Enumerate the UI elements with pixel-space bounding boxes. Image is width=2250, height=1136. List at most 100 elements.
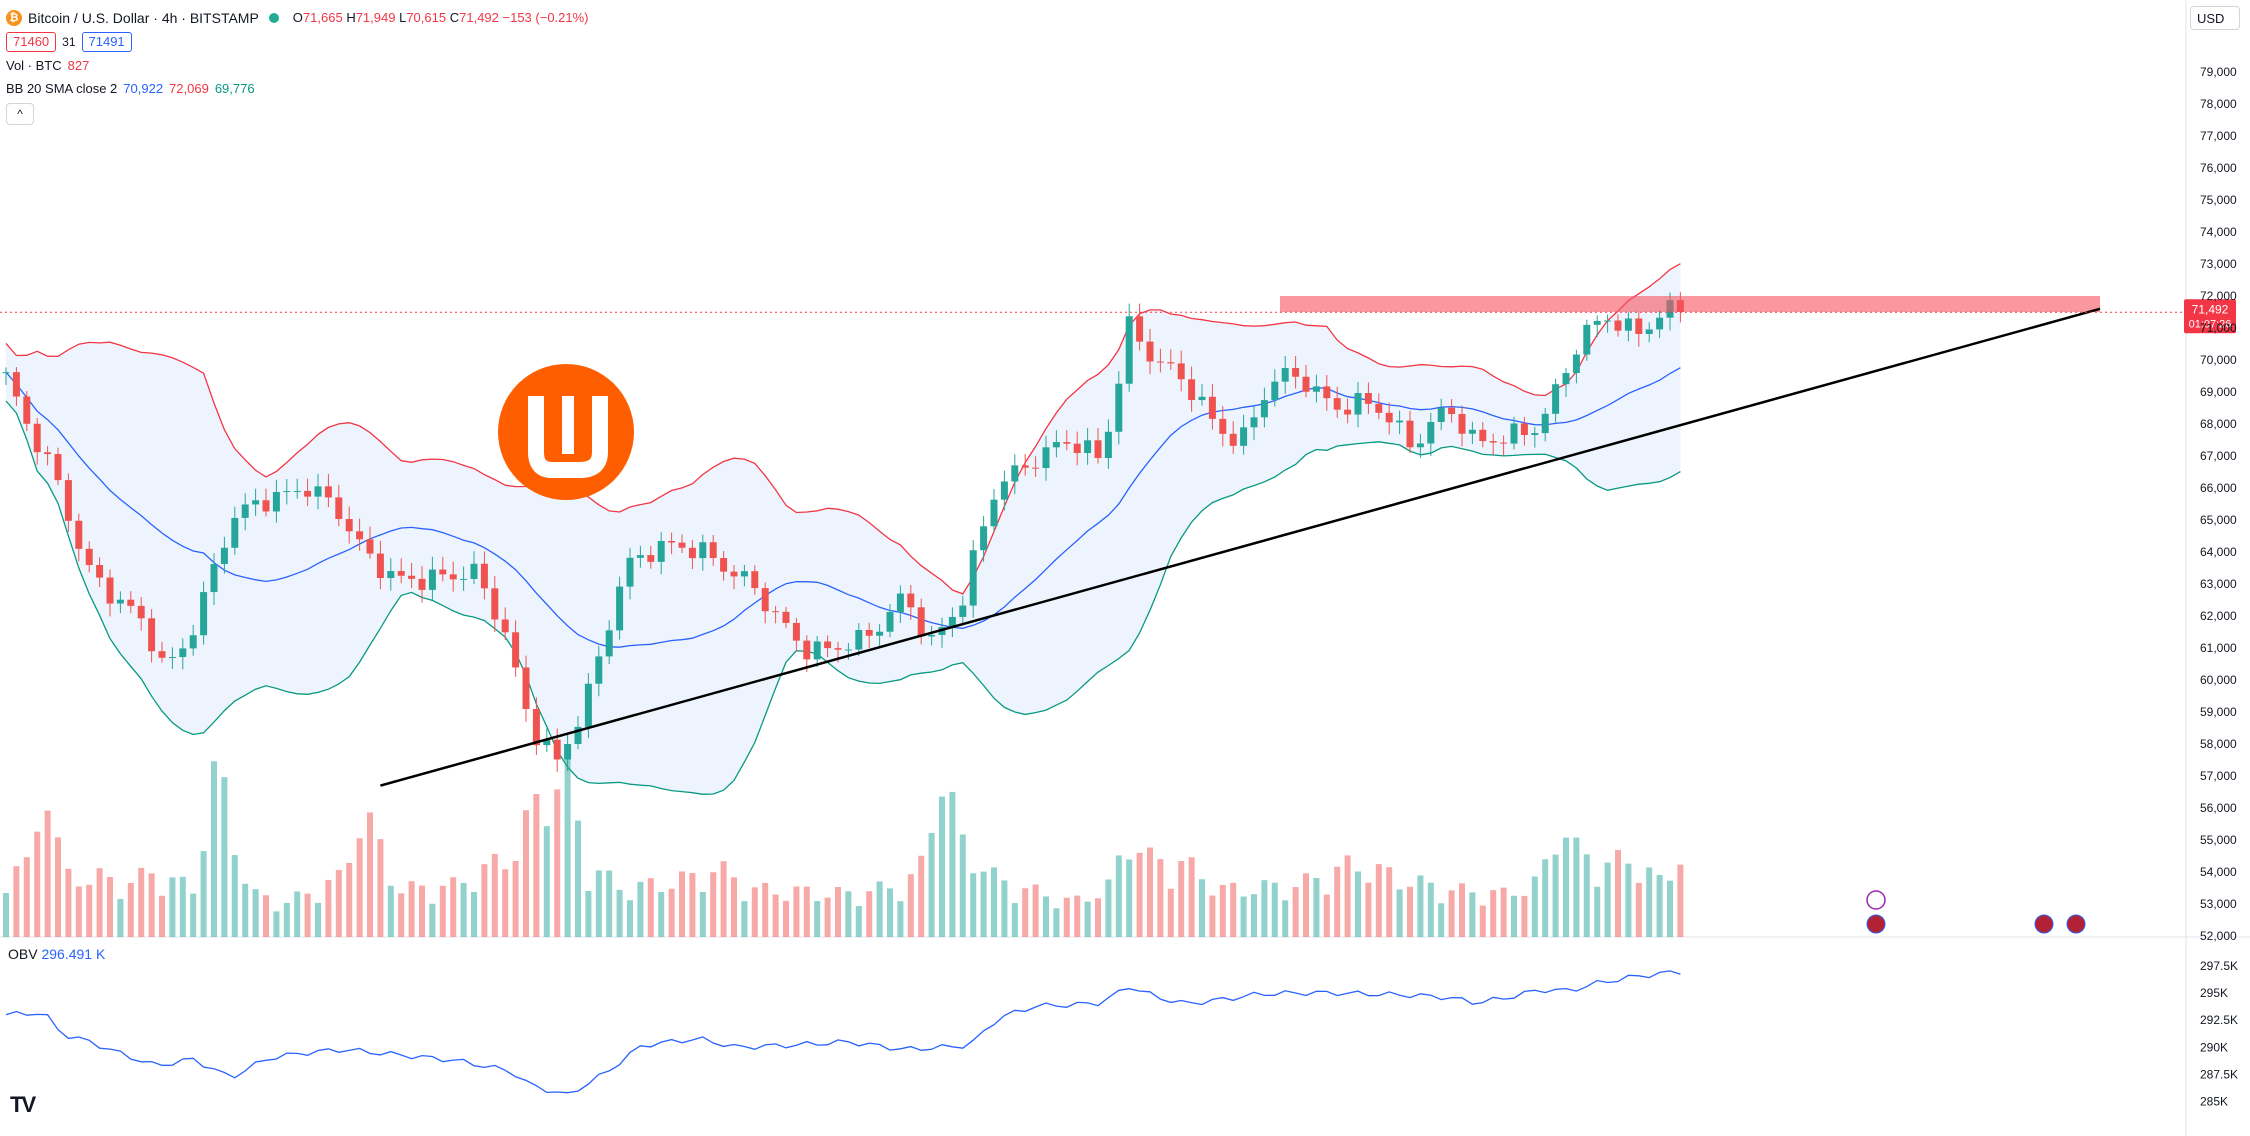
volume-bar	[564, 747, 571, 937]
candle-body	[1448, 407, 1456, 415]
volume-bar	[949, 791, 956, 937]
candle-body	[1333, 398, 1341, 410]
volume-bar	[1271, 882, 1278, 937]
volume-bar	[803, 886, 810, 937]
candle-body	[543, 739, 551, 746]
obv-legend[interactable]: OBV 296.491 K	[8, 946, 105, 962]
candle-body	[1406, 420, 1414, 448]
volume-bar	[65, 868, 72, 937]
candle-body	[1458, 414, 1466, 434]
volume-bar	[1261, 880, 1268, 937]
candle-body	[584, 683, 592, 727]
candle-body	[605, 630, 613, 657]
candle-body	[85, 548, 93, 565]
volume-bar	[710, 872, 717, 937]
volume-bar	[835, 886, 841, 937]
obv-label: OBV	[8, 946, 38, 962]
candle-body	[896, 593, 904, 613]
candle-body	[1156, 361, 1164, 363]
volume-bar	[315, 902, 321, 937]
volume-bar	[3, 893, 9, 937]
bitcoin-icon: ₿	[6, 10, 22, 26]
currency-select[interactable]: USD	[2190, 6, 2240, 30]
candle-body	[699, 542, 707, 559]
volume-bar	[1240, 896, 1247, 937]
candle-body	[1104, 431, 1112, 459]
volume-bar	[159, 895, 165, 937]
volume-bar	[720, 861, 727, 937]
price-tick-label: 57,000	[2200, 769, 2237, 783]
volume-bar	[939, 796, 945, 937]
candle-body	[803, 640, 811, 660]
volume-bar	[897, 901, 904, 937]
us-flag-event-icon	[2066, 914, 2086, 934]
candle-body	[1489, 441, 1497, 443]
volume-bar	[211, 761, 217, 937]
candle-body	[1073, 443, 1081, 454]
candle-body	[127, 599, 135, 606]
sell-button[interactable]: 71460	[6, 32, 57, 52]
volume-bar	[575, 820, 581, 937]
candle-body	[1385, 412, 1393, 423]
bb-basis-line	[5, 367, 1681, 648]
candle-body	[106, 577, 114, 604]
candle-body	[304, 490, 312, 497]
volume-bar	[1469, 892, 1476, 937]
tradingview-logo[interactable]: TV	[10, 1092, 36, 1117]
volume-bar	[606, 870, 613, 937]
volume-bar	[1646, 867, 1653, 937]
obv-value: 296.491 K	[41, 946, 106, 962]
candle-body	[1281, 368, 1289, 382]
candle-body	[1583, 324, 1591, 355]
volume-bar	[481, 864, 488, 937]
price-tick-label: 58,000	[2200, 737, 2237, 751]
volume-bar	[793, 886, 800, 937]
bb-legend[interactable]: BB 20 SMA close 2 70,922 72,069 69,776	[6, 79, 589, 99]
volume-bar	[1604, 862, 1611, 937]
candle-body	[470, 563, 478, 579]
volume-bar	[762, 882, 769, 937]
candle-body	[876, 631, 884, 636]
buy-button[interactable]: 71491	[81, 32, 132, 52]
candle-body	[12, 372, 20, 397]
price-tick-label: 73,000	[2200, 257, 2237, 271]
candle-body	[1146, 341, 1154, 362]
candle-body	[1479, 429, 1487, 442]
bb-basis-value: 70,922	[123, 81, 164, 96]
volume-bar	[1001, 880, 1008, 937]
volume-bar	[179, 876, 186, 937]
candle-body	[678, 542, 686, 548]
logo-glyph	[528, 396, 608, 478]
candle-body	[137, 605, 145, 619]
candle-body	[293, 490, 301, 492]
candle-body	[1656, 317, 1664, 330]
volume-legend[interactable]: Vol · BTC 827	[6, 56, 589, 76]
volume-bar	[1386, 867, 1393, 937]
candle-body	[1396, 420, 1404, 423]
volume-bar	[117, 898, 124, 937]
volume-bar	[1563, 837, 1569, 937]
candle-body	[335, 497, 343, 520]
bb-upper-line	[5, 263, 1681, 595]
candle-body	[792, 622, 800, 641]
volume-bar	[1677, 864, 1684, 937]
volume-bar	[304, 893, 311, 937]
volume-bar	[34, 831, 41, 937]
candle-body	[1042, 447, 1050, 469]
symbol-title[interactable]: Bitcoin / U.S. Dollar · 4h · BITSTAMP	[28, 10, 259, 26]
candle-body	[1000, 481, 1008, 500]
collapse-legend-button[interactable]: ^	[6, 103, 34, 125]
candle-body	[1084, 440, 1092, 454]
candle-body	[1364, 393, 1372, 404]
price-tick-label: 60,000	[2200, 673, 2237, 687]
candle-body	[1552, 384, 1560, 414]
candle-body	[574, 726, 582, 745]
candle-body	[1354, 393, 1362, 415]
bar-countdown-label: 01:07:26	[2189, 318, 2232, 330]
volume-bar	[1105, 879, 1112, 937]
candle-body	[813, 641, 821, 660]
volume-bar	[1188, 857, 1195, 937]
resistance-zone	[1280, 296, 2100, 312]
volume-bar	[471, 892, 477, 937]
